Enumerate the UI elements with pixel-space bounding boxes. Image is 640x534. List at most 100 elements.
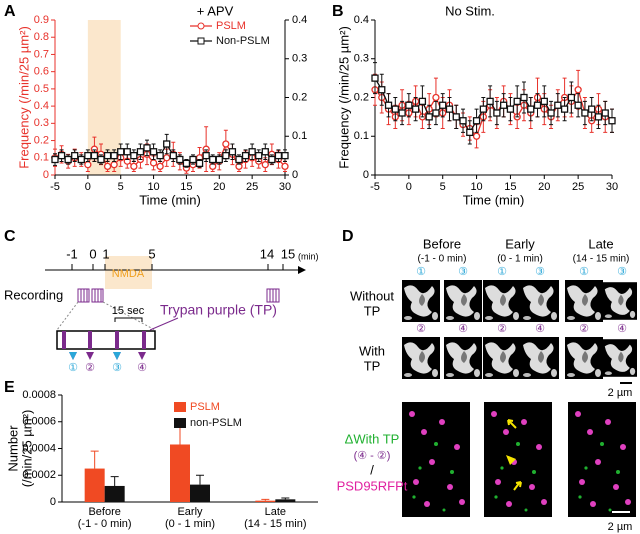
marker [432,109,440,117]
x-axis-label: Time (min) [463,192,525,207]
y2-tick-label: 0.3 [292,53,307,65]
y-axis-label: (/min/25 µm²) [19,410,34,488]
marker [432,93,440,102]
y-tick-label: 0.4 [354,14,369,26]
row-label: With [359,343,385,358]
x-tick-label: 0 [406,181,412,193]
y-tick-label: 0.0002 [22,469,56,481]
marker [533,101,542,109]
marker [574,86,582,94]
marker [500,101,508,109]
legend-label: Non-PSLM [216,35,270,47]
step-label: ④ [458,323,468,335]
marker [574,101,582,109]
time-unit: (min) [298,251,319,261]
overlay-label: / [370,462,374,477]
step-label: ④ [137,362,147,374]
step-label: ④ [535,323,545,335]
marker [228,148,237,156]
micrograph [483,337,521,379]
micrograph [521,337,559,379]
marker [64,155,72,164]
scale-label: 2 µm [608,521,633,533]
interval-label: 15 sec [112,305,145,317]
marker [384,101,393,109]
y-tick-label: 0.5 [34,83,49,95]
error-bar [90,450,99,469]
dye-label: Trypan purple (TP) [160,302,277,318]
marker [547,109,555,117]
column-time: (-1 - 0 min) [418,254,467,265]
legend-swatch [174,402,186,412]
legend-marker [197,37,205,45]
x-tick-label: 15 [180,181,192,193]
y-tick-label: 0.3 [34,117,49,129]
marker [163,140,171,148]
arrow [506,455,516,465]
marker [554,101,562,109]
step-label: ① [579,266,589,278]
overlay-image [568,402,636,517]
marker [439,101,447,109]
column-time: (0 - 1 min) [497,254,543,265]
x-tick-label: -5 [50,181,60,193]
y-tick-label: 0 [43,169,49,181]
arrow [507,419,522,491]
time-label: 0 [89,246,96,261]
step-label: ① [497,266,507,278]
x-tick-label: 25 [246,181,258,193]
legend-label: PSLM [190,401,220,413]
timeline: -1 0 1 5 14 15 (min) NMDA Recording 15 s… [4,246,319,373]
marker [274,151,283,160]
marker [486,97,494,106]
marker [103,151,112,160]
bar [170,444,190,502]
x-tick-sublabel: (0 - 1 min) [165,518,215,530]
row-label: TP [364,303,381,318]
micrograph [402,280,440,322]
y2-tick-label: 0.2 [292,91,307,103]
column-time: (14 - 15 min) [573,254,630,265]
y-tick-label: 0.0008 [22,389,56,401]
legend-swatch [174,418,186,428]
bar [255,500,276,502]
frame-arrows [69,352,146,360]
y-tick-label: 0.6 [34,66,49,78]
marker [405,101,413,109]
marker [130,151,138,160]
error-bar [281,497,290,500]
marker [418,97,427,106]
scale-label: 2 µm [608,387,633,399]
x-tick-label: 30 [606,181,618,193]
y-tick-label: 0 [363,169,369,181]
marker [84,151,92,160]
marker [169,151,177,160]
marker [195,159,204,168]
marker [540,97,548,106]
marker [202,151,210,160]
marker [51,155,59,164]
x-tick-label: 10 [470,181,482,193]
marker [123,148,131,156]
arrow-head [298,266,306,274]
step-label: ② [497,323,507,335]
step-label: ③ [617,266,627,278]
marker [149,159,158,167]
error-bar [261,498,270,501]
marker [163,154,171,162]
marker [268,155,276,164]
step-label: ③ [458,266,468,278]
row-label: TP [364,358,381,373]
marker [398,109,406,117]
micrograph [521,280,559,322]
x-tick-sublabel: (14 - 15 min) [244,518,306,530]
step-label: ③ [535,266,545,278]
marker [97,155,105,164]
panel-letter: B [332,3,344,20]
y-tick-label: 0.3 [354,53,369,65]
recording-boxes [77,288,280,303]
legend-label: PSLM [216,20,246,32]
time-label: -1 [66,246,78,261]
marker [156,151,164,160]
marker [378,86,386,94]
